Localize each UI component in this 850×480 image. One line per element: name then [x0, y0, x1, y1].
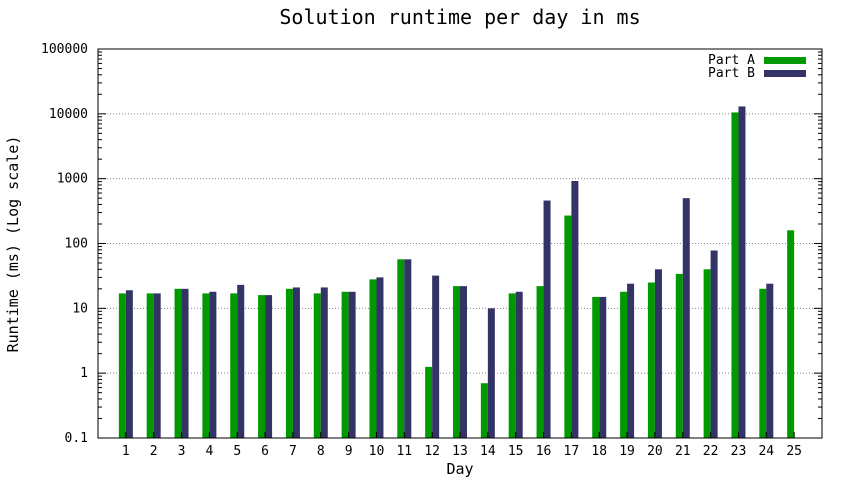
y-tick-label: 0.1 — [65, 431, 88, 446]
bar-part-b — [766, 283, 774, 438]
x-tick-label: 9 — [345, 444, 353, 459]
bar-part-b — [209, 291, 217, 438]
x-tick-label: 6 — [261, 444, 269, 459]
bar-part-a — [453, 286, 460, 438]
x-tick-label: 1 — [122, 444, 130, 459]
bar-part-a — [508, 293, 516, 438]
bar-part-b — [320, 287, 328, 438]
bar-part-a — [787, 230, 795, 438]
bar-part-a — [397, 259, 405, 438]
bar-part-a — [675, 273, 683, 438]
bar-part-b — [292, 287, 300, 438]
x-tick-label: 19 — [619, 444, 635, 459]
bar-part-b — [487, 308, 495, 438]
y-tick-label: 1 — [80, 366, 88, 381]
bar-part-b — [348, 291, 356, 438]
chart-title: Solution runtime per day in ms — [279, 5, 640, 29]
bar-part-a — [425, 366, 433, 438]
x-tick-label: 17 — [564, 444, 580, 459]
bar-part-b — [627, 283, 635, 438]
x-tick-label: 18 — [591, 444, 607, 459]
bar-part-b — [181, 288, 189, 438]
x-tick-label: 14 — [480, 444, 496, 459]
x-tick-label: 8 — [317, 444, 325, 459]
bar-part-a — [480, 383, 488, 438]
y-axis: 0.1 1 10 100 1000 10000 100000 — [41, 42, 822, 446]
legend-swatch — [764, 57, 806, 64]
y-tick-label: 100000 — [41, 42, 88, 57]
bar-part-b — [376, 277, 384, 438]
x-tick-label: 25 — [786, 444, 802, 459]
x-tick-label: 2 — [150, 444, 158, 459]
bar-part-b — [265, 295, 273, 438]
bar-part-b — [432, 275, 440, 438]
y-tick-label: 10 — [72, 301, 88, 316]
bar-part-a — [536, 286, 544, 438]
bar-part-a — [258, 295, 266, 438]
bar-part-b — [153, 293, 161, 438]
bar-part-a — [759, 288, 767, 438]
x-tick-label: 21 — [675, 444, 691, 459]
bar-part-a — [118, 293, 126, 438]
bar-part-b — [738, 106, 746, 438]
bar-part-b — [710, 250, 718, 438]
grid-lines — [98, 113, 822, 374]
x-tick-label: 3 — [178, 444, 186, 459]
bar-part-b — [543, 200, 551, 438]
x-tick-label: 13 — [452, 444, 468, 459]
legend-label: Part A — [708, 53, 755, 68]
bar-part-b — [654, 269, 662, 438]
bar-part-a — [285, 288, 293, 438]
bar-part-a — [341, 291, 349, 438]
bar-part-a — [592, 296, 600, 438]
bar-part-a — [647, 282, 655, 438]
bar-part-a — [174, 288, 182, 438]
x-tick-label: 4 — [205, 444, 213, 459]
x-axis-label: Day — [446, 460, 473, 478]
y-tick-label: 10000 — [49, 107, 88, 122]
x-tick-label: 12 — [424, 444, 440, 459]
bar-part-a — [230, 293, 238, 438]
x-tick-label: 15 — [508, 444, 524, 459]
bar-part-a — [369, 279, 377, 438]
bar-part-a — [703, 269, 711, 438]
bar-part-b — [599, 296, 607, 438]
x-tick-label: 5 — [233, 444, 241, 459]
bar-part-b — [404, 259, 412, 438]
bar-part-a — [731, 112, 739, 438]
bar-part-a — [620, 291, 628, 438]
bar-part-b — [237, 284, 245, 438]
bar-part-b — [125, 290, 133, 438]
x-axis: 1 2 3 4 5 6 7 8 9 10 11 12 13 14 15 16 17 18 19 20 21 22 23 24 2… — [122, 432, 802, 459]
x-tick-label: 10 — [369, 444, 385, 459]
y-axis-label: Runtime (ms) (Log scale) — [4, 136, 22, 353]
x-tick-label: 11 — [396, 444, 412, 459]
bar-part-b — [460, 286, 467, 438]
bar-part-a — [313, 293, 321, 438]
legend-label: Part B — [708, 66, 755, 81]
y-tick-label: 1000 — [57, 172, 88, 187]
x-tick-label: 16 — [536, 444, 552, 459]
bar-part-b — [682, 198, 690, 438]
bar-part-b — [515, 291, 523, 438]
bar-part-a — [564, 215, 572, 438]
bar-part-b — [571, 181, 579, 439]
bar-part-a — [146, 293, 154, 438]
legend-swatch — [764, 70, 806, 77]
bar-part-a — [202, 293, 210, 438]
x-tick-label: 24 — [758, 444, 774, 459]
x-tick-label: 7 — [289, 444, 297, 459]
y-tick-label: 100 — [65, 237, 88, 252]
x-tick-label: 23 — [731, 444, 747, 459]
x-tick-label: 20 — [647, 444, 663, 459]
x-tick-label: 22 — [703, 444, 719, 459]
bars-group — [118, 106, 795, 439]
